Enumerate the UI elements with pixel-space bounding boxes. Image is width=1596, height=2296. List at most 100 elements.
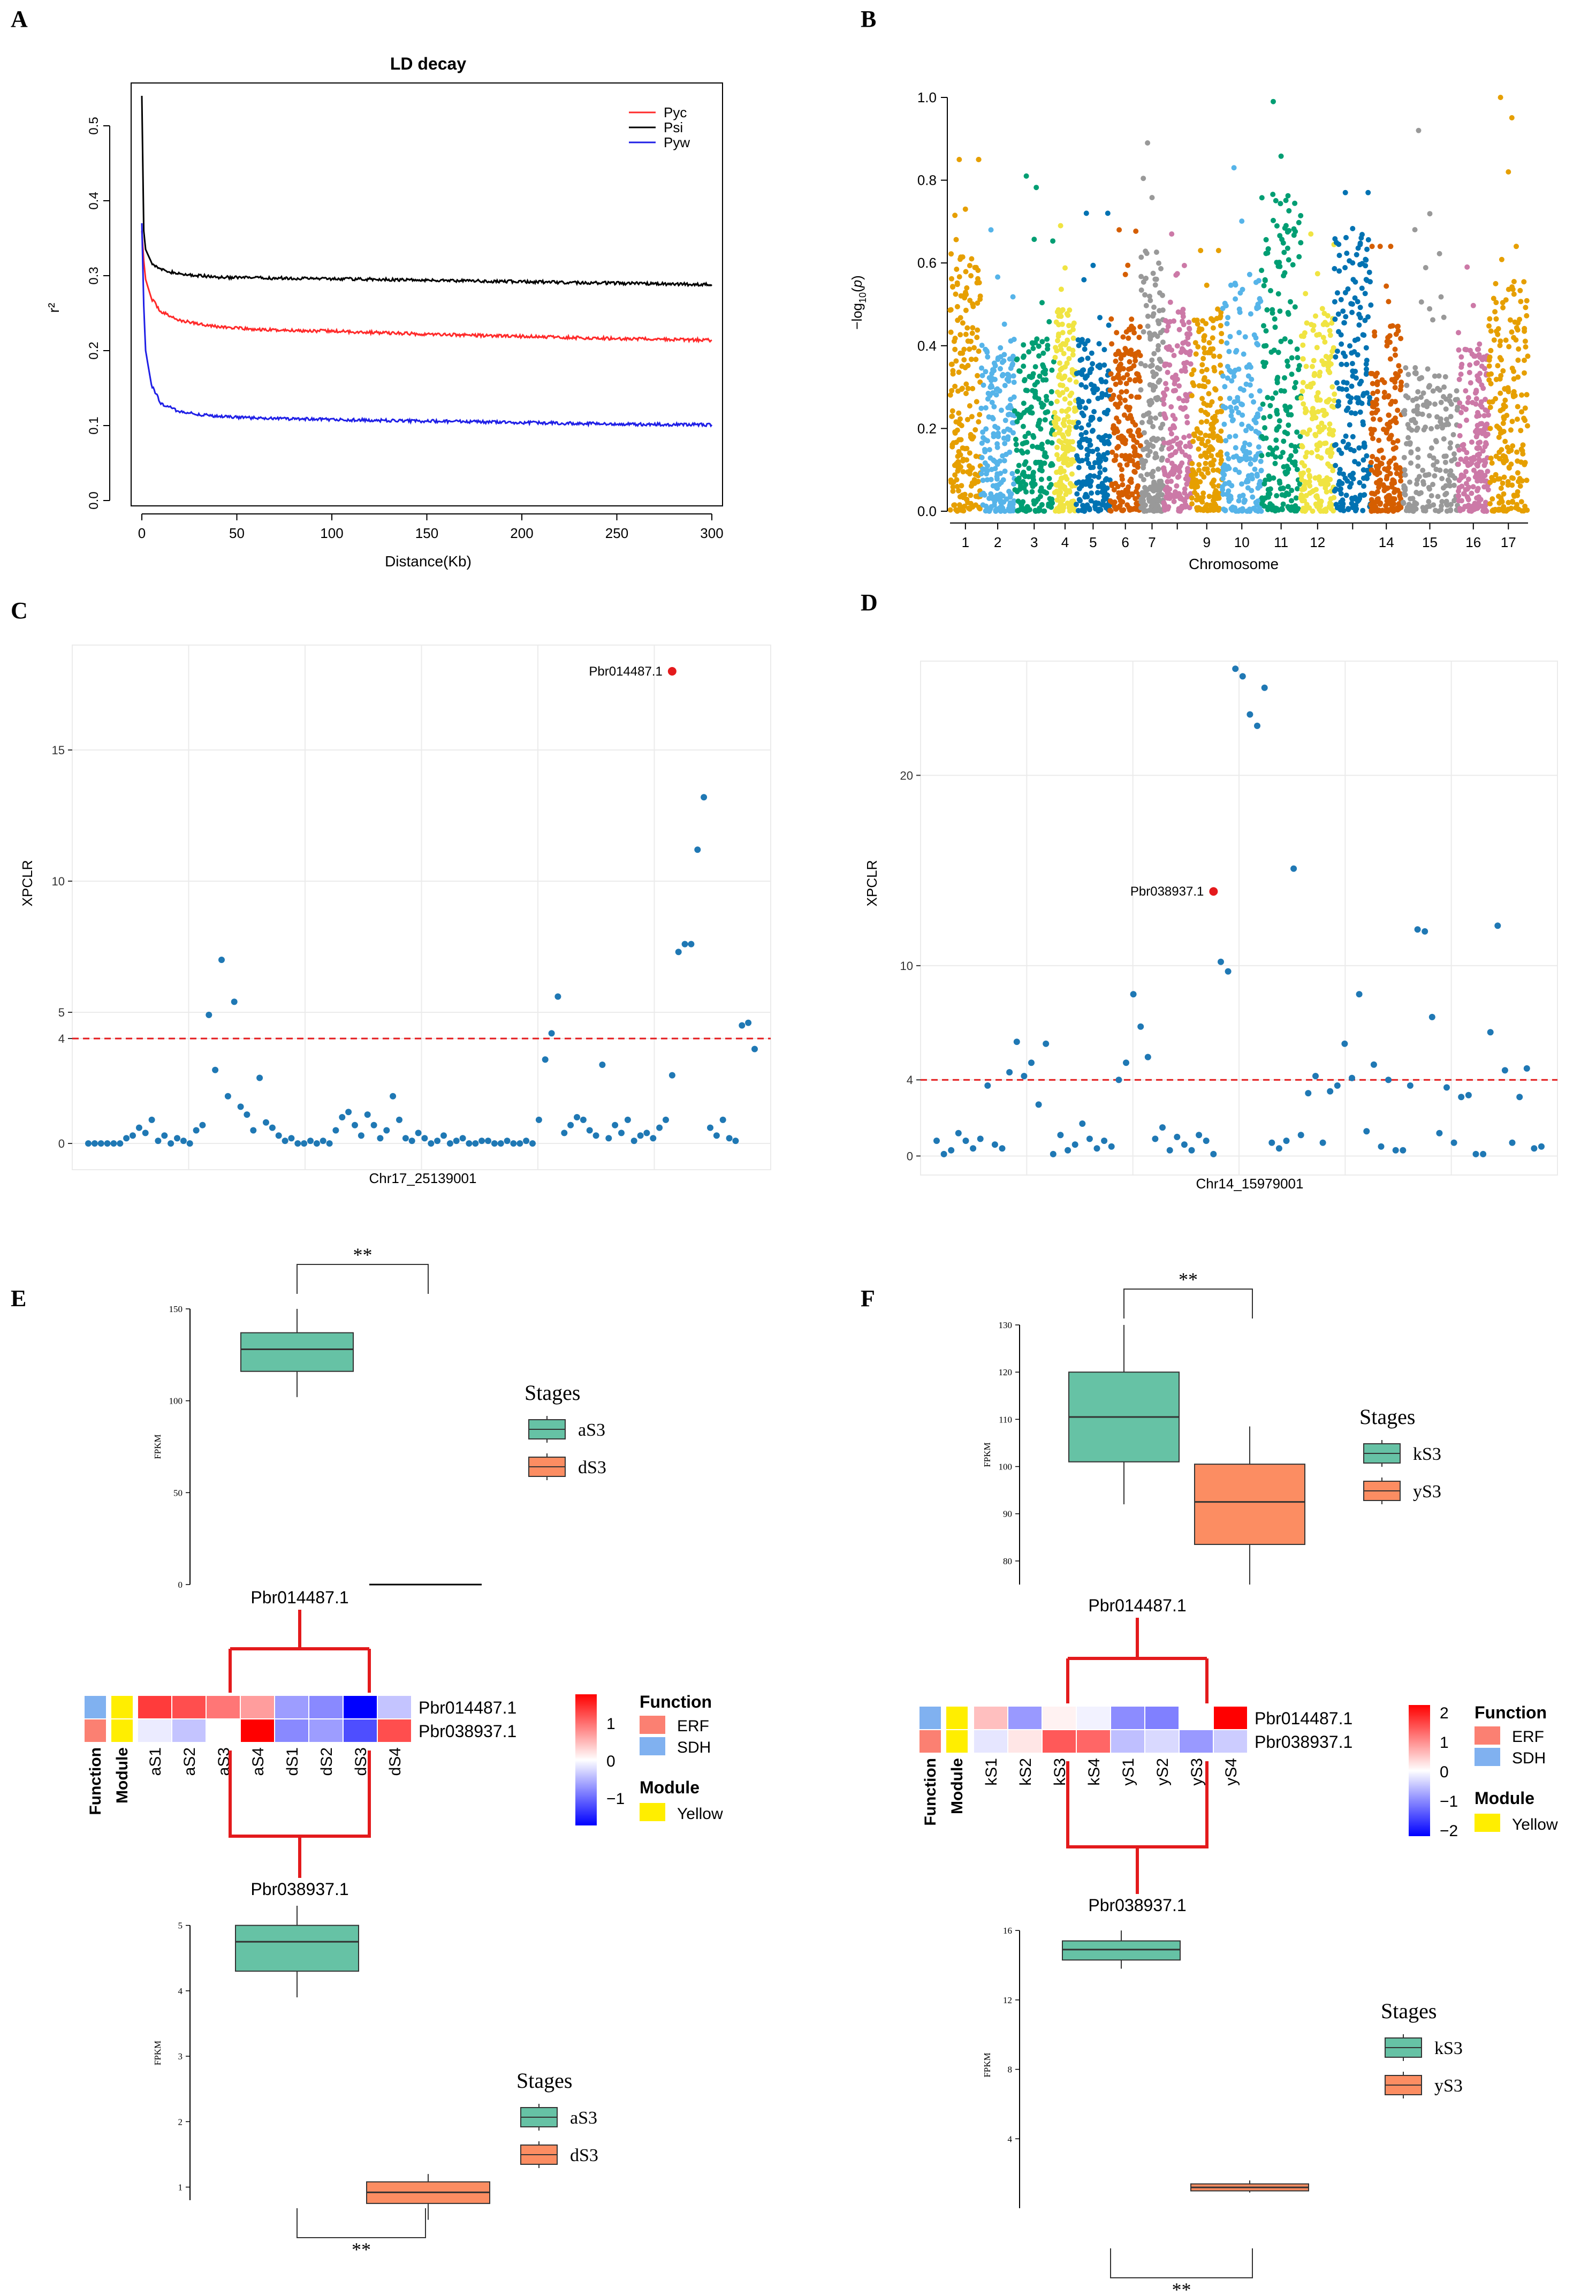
chart-b-point <box>1386 393 1392 399</box>
chart-b-point <box>963 496 969 502</box>
chart-b-point <box>1287 404 1293 410</box>
chart-b-point <box>1469 460 1475 466</box>
chart-b-point <box>1038 464 1044 469</box>
chart-b-point <box>1172 381 1177 387</box>
chart-b-point <box>1273 437 1279 443</box>
chart-c-point <box>516 1140 523 1147</box>
chart-b-point <box>1159 492 1165 498</box>
chart-e-heatmap-cell <box>172 1719 206 1742</box>
chart-b-point <box>1017 486 1023 492</box>
chart-b-point <box>1185 466 1191 472</box>
chart-b-point <box>1184 360 1190 366</box>
chart-b-point <box>1151 351 1157 357</box>
chart-c-point <box>313 1140 320 1147</box>
chart-b-point <box>1131 444 1137 450</box>
chart-b-point <box>1084 456 1090 462</box>
chart-d-point <box>1290 865 1297 872</box>
chart-b-point <box>1486 323 1492 329</box>
chart-b-point <box>1314 442 1320 448</box>
chart-b-point <box>1413 370 1419 376</box>
chart-d-point <box>991 1141 998 1148</box>
chart-b-point <box>1309 489 1315 495</box>
chart-e-bottom-legend-label-dS3: dS3 <box>570 2146 598 2165</box>
chart-b-point <box>956 421 962 427</box>
chart-b-point <box>1336 268 1342 274</box>
chart-b-point <box>1261 503 1267 509</box>
chart-b-point <box>999 359 1005 365</box>
chart-b-point <box>949 408 955 414</box>
chart-b-point <box>1029 340 1035 346</box>
chart-b-point <box>1224 451 1230 457</box>
chart-b-point <box>1282 492 1288 498</box>
chart-b-point <box>1211 353 1217 359</box>
chart-b-point <box>1435 494 1441 499</box>
chart-b-point <box>967 463 972 469</box>
chart-b-point <box>1113 401 1119 407</box>
chart-b-point <box>1389 481 1395 487</box>
chart-b-point <box>1030 469 1036 475</box>
chart-f-bottom-ytick-label: 16 <box>1003 1926 1012 1936</box>
chart-b-point <box>1257 406 1263 412</box>
chart-c-point <box>707 1124 713 1131</box>
chart-b-point <box>1447 483 1453 489</box>
chart-b-point <box>1147 363 1153 369</box>
chart-b-point <box>1510 393 1516 399</box>
chart-b-point <box>991 360 997 366</box>
chart-b-point <box>1438 399 1444 405</box>
chart-b-point <box>1439 499 1445 504</box>
chart-b-point <box>959 363 965 369</box>
chart-b-point <box>953 237 959 243</box>
chart-b-point <box>1261 283 1267 289</box>
chart-b-point <box>988 476 994 482</box>
chart-d-point <box>1006 1069 1013 1075</box>
chart-b-chromosome-15 <box>1400 127 1461 514</box>
chart-b-point <box>1090 262 1096 268</box>
chart-b-point <box>1153 415 1159 421</box>
chart-b-point <box>1160 292 1165 298</box>
chart-b-point <box>1021 400 1027 406</box>
chart-d-point <box>1363 1128 1370 1135</box>
chart-b-point <box>1493 396 1499 401</box>
chart-b-point <box>981 382 986 388</box>
chart-b-point <box>1278 338 1284 344</box>
chart-b-point <box>1500 300 1506 306</box>
chart-c-point <box>624 1116 631 1123</box>
chart-b-point <box>1518 446 1524 452</box>
chart-b-point <box>953 291 959 297</box>
chart-b-point <box>1030 388 1036 393</box>
chart-b-point <box>1466 369 1472 375</box>
chart-b-point <box>989 399 995 405</box>
chart-b-xtick-label: 11 <box>1274 534 1288 550</box>
chart-b-point <box>1448 414 1454 420</box>
chart-b-point <box>1088 382 1094 388</box>
chart-e-top-box-body <box>240 1332 354 1372</box>
chart-b-point <box>1200 490 1206 496</box>
chart-d-point <box>1341 1040 1348 1047</box>
chart-b-point <box>1152 455 1158 460</box>
chart-b-point <box>1306 427 1312 433</box>
chart-b-point <box>1489 496 1495 502</box>
chart-b-point <box>1254 306 1260 312</box>
chart-b-ytick-label: 1.0 <box>917 89 937 105</box>
chart-d-point <box>1392 1147 1399 1154</box>
chart-b-point <box>1404 505 1410 510</box>
chart-b-point <box>1134 395 1140 400</box>
chart-b-point <box>1299 460 1305 466</box>
chart-b-point <box>1108 316 1114 322</box>
chart-b-point <box>1122 346 1128 352</box>
chart-b-point <box>1441 384 1447 390</box>
chart-b-point <box>1509 115 1515 120</box>
chart-b-point <box>1069 483 1075 489</box>
chart-b-point <box>1459 483 1465 489</box>
chart-c-point <box>580 1116 587 1123</box>
chart-f-bottom-legend-label-kS3: kS3 <box>1434 2039 1463 2058</box>
chart-b-point <box>1121 375 1127 381</box>
chart-b-point <box>1058 502 1063 508</box>
chart-b-point <box>1370 453 1375 459</box>
chart-b-point <box>1089 490 1095 496</box>
chart-b-point <box>1326 356 1332 362</box>
chart-b-point <box>1218 396 1223 401</box>
chart-b-point <box>1030 345 1036 351</box>
chart-b-point <box>1448 507 1454 513</box>
chart-b-point <box>1501 474 1507 480</box>
